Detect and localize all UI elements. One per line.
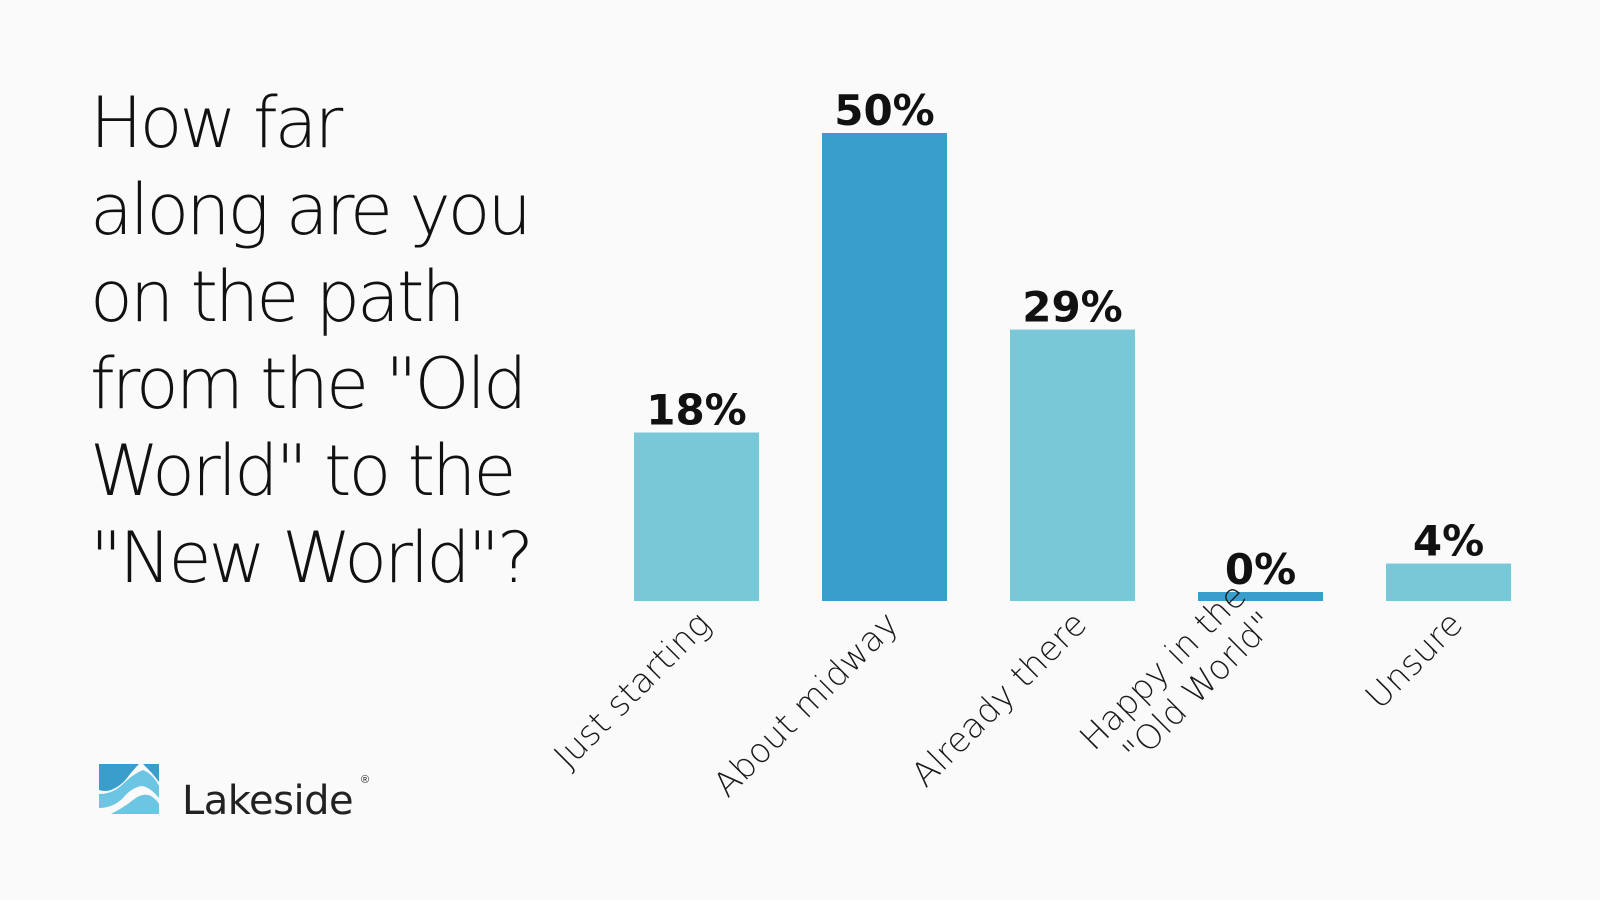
value-label-0: 18% [646, 386, 747, 435]
bar-2 [1010, 329, 1135, 601]
value-label-2: 29% [1022, 283, 1123, 332]
title-line: on the path [90, 256, 466, 338]
bar-3 [1198, 592, 1323, 601]
category-label-4: Unsure [1358, 604, 1471, 717]
title-line: "New World"? [90, 517, 534, 599]
category-label-0: Just starting [546, 604, 719, 777]
registered-mark: ® [361, 774, 370, 786]
category-label-line: About midway [706, 604, 907, 805]
bar-1 [822, 133, 947, 601]
lakeside-logo-icon [99, 764, 159, 814]
bar-4 [1386, 563, 1511, 601]
category-label-3: Happy in the"Old World" [1072, 576, 1283, 787]
brand-name: Lakeside [182, 778, 354, 824]
category-label-1: About midway [706, 604, 907, 805]
title-line: How far [90, 82, 343, 164]
category-label-2: Already there [904, 604, 1095, 795]
value-label-4: 4% [1413, 517, 1484, 566]
category-label-line: Already there [904, 604, 1095, 795]
title-line: from the "Old [90, 343, 527, 425]
chart-title: How far along are you on the path from t… [90, 80, 560, 602]
value-label-3: 0% [1225, 545, 1296, 594]
title-line: along are you [90, 169, 532, 251]
value-label-1: 50% [834, 86, 935, 135]
title-line: World" to the [90, 430, 516, 512]
category-label-line: Just starting [546, 604, 719, 777]
category-label-line: Unsure [1358, 604, 1471, 717]
bar-0 [634, 432, 759, 601]
